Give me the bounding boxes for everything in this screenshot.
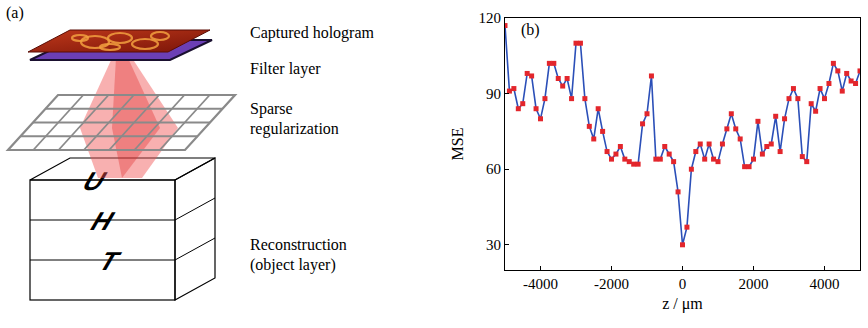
svg-text:30: 30 (486, 237, 501, 253)
svg-text:z / μm: z / μm (662, 295, 703, 313)
svg-text:0: 0 (679, 276, 687, 292)
svg-text:Filter layer: Filter layer (250, 60, 321, 78)
svg-text:MSE: MSE (449, 128, 466, 161)
svg-text:-2000: -2000 (594, 276, 629, 292)
svg-text:Captured hologram: Captured hologram (250, 24, 375, 42)
svg-text:T: T (93, 247, 125, 276)
svg-text:H: H (85, 207, 120, 236)
svg-text:U: U (77, 166, 113, 196)
svg-text:(a): (a) (6, 4, 24, 22)
svg-text:60: 60 (486, 161, 501, 177)
svg-text:(b): (b) (521, 21, 540, 39)
svg-text:regularization: regularization (250, 120, 339, 138)
svg-text:Sparse: Sparse (250, 100, 293, 118)
svg-text:Reconstruction: Reconstruction (250, 236, 347, 253)
svg-text:(object layer): (object layer) (250, 256, 336, 274)
svg-text:2000: 2000 (739, 276, 769, 292)
svg-text:-4000: -4000 (523, 276, 558, 292)
svg-text:4000: 4000 (810, 276, 840, 292)
svg-text:90: 90 (486, 86, 501, 102)
svg-text:120: 120 (479, 10, 502, 26)
